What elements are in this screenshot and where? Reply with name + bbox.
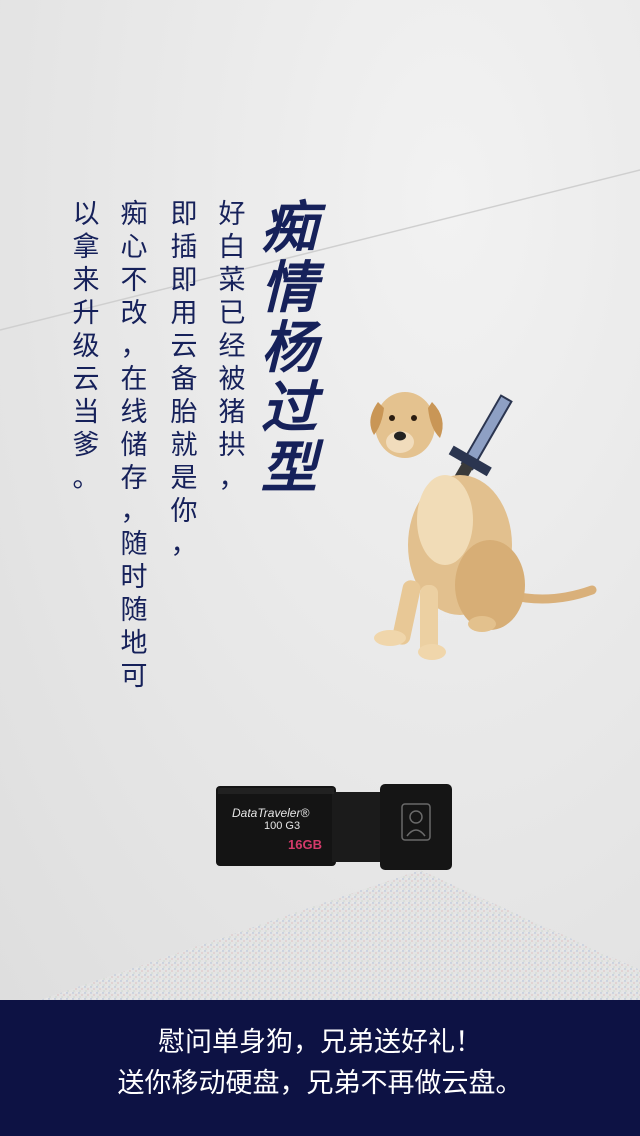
body-char: 已 [218,298,246,329]
usb-capacity-label: 16GB [288,837,322,852]
sparkle-mound-decoration [40,870,640,1000]
body-char: 随 [120,595,148,626]
body-char: 即 [170,265,198,296]
body-char: 来 [72,265,100,296]
body-char: 时 [120,562,148,593]
body-char: 云 [72,364,100,395]
body-char: 储 [120,430,148,461]
body-char: 即 [170,199,198,230]
body-char: 线 [120,397,148,428]
usb-brand-label: DataTraveler® [232,806,310,820]
footer-line-2: 送你移动硬盘，兄弟不再做云盘。 [117,1068,523,1099]
body-char: 经 [218,331,246,362]
body-char: 白 [218,232,246,263]
title-char: 过 [261,375,317,441]
page-title: 痴情杨过型 [255,198,323,498]
title-char: 杨 [261,315,317,381]
body-char: 就 [170,430,198,461]
body-char: 胎 [170,397,198,428]
body-column-4: 以拿来升级云当爹。 [66,198,106,495]
body-char: ， [120,331,148,362]
body-char: 插 [170,232,198,263]
body-char: 用 [170,298,198,329]
body-char: 。 [72,463,100,494]
footer-line-1: 慰问单身狗，兄弟送好礼！ [158,1027,482,1058]
body-char: 地 [120,628,148,659]
body-char: 级 [72,331,100,362]
title-char: 痴 [261,195,317,261]
body-char: 拿 [72,232,100,263]
body-char: 当 [72,397,100,428]
usb-model-label: 100 G3 [264,820,301,832]
body-char: ， [120,496,148,527]
body-char: 猪 [218,397,246,428]
usb-flash-drive-image [216,784,452,870]
body-char: 不 [120,265,148,296]
body-char: 升 [72,298,100,329]
body-char: 在 [120,364,148,395]
body-char: 菜 [218,265,246,296]
body-char: 随 [120,529,148,560]
body-char: ， [218,463,246,494]
body-char: 心 [120,232,148,263]
body-char: 被 [218,364,246,395]
body-char: 是 [170,463,198,494]
body-char: 痴 [120,199,148,230]
body-char: 你 [170,496,198,527]
dog-with-sword-image [370,392,597,660]
body-char: 改 [120,298,148,329]
title-char: 情 [261,255,317,321]
body-char: 以 [72,199,100,230]
paper-crease [0,169,640,331]
body-char: 可 [120,661,148,692]
body-column-1: 好白菜已经被猪拱， [212,198,252,495]
footer-banner: 慰问单身狗，兄弟送好礼！ 送你移动硬盘，兄弟不再做云盘。 [0,1000,640,1136]
title-char: 型 [261,435,317,501]
body-char: 云 [170,331,198,362]
body-char: ， [170,529,198,560]
body-column-2: 即插即用云备胎就是你， [164,198,204,561]
body-char: 爹 [72,430,100,461]
body-char: 存 [120,463,148,494]
body-column-3: 痴心不改，在线储存，随时随地可 [114,198,154,693]
body-char: 备 [170,364,198,395]
body-char: 拱 [218,430,246,461]
body-char: 好 [218,199,246,230]
